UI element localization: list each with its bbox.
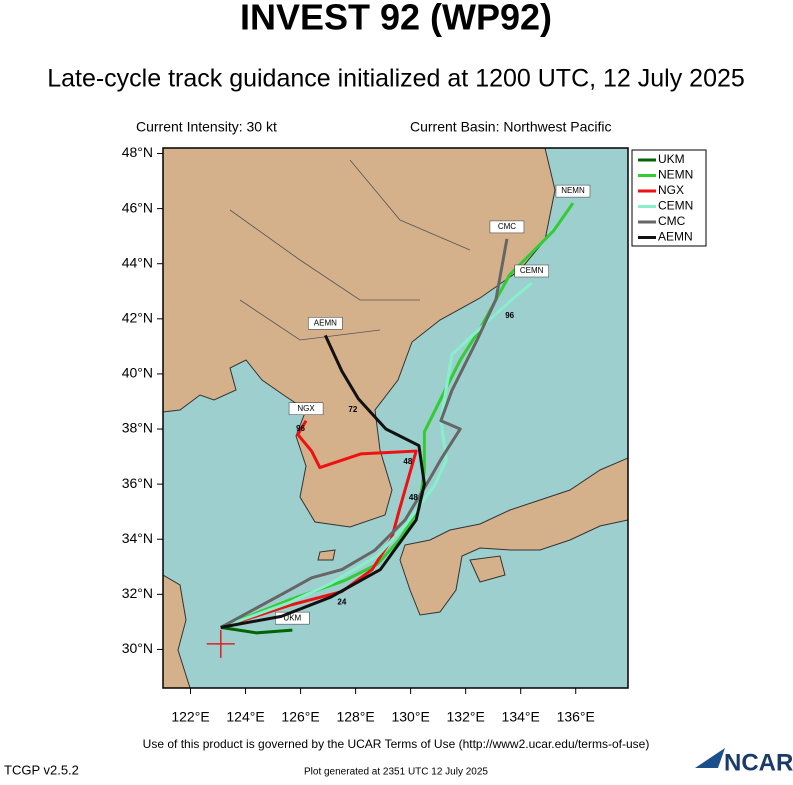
land bbox=[469, 555, 506, 583]
border bbox=[229, 159, 471, 341]
y-tick-label: 46°N bbox=[122, 199, 153, 215]
land bbox=[163, 574, 191, 688]
x-tick-label: 126°E bbox=[281, 709, 319, 725]
intensity: Current Intensity: 30 kt bbox=[136, 119, 277, 135]
current-position bbox=[206, 629, 235, 658]
terms: Use of this product is governed by the U… bbox=[143, 737, 650, 751]
hour-label: 96 bbox=[296, 424, 305, 433]
track-line bbox=[220, 238, 509, 629]
y-tick-label: 34°N bbox=[122, 530, 153, 546]
y-tick-label: 42°N bbox=[122, 310, 153, 326]
map-frame bbox=[162, 147, 629, 689]
legend-box bbox=[631, 149, 707, 247]
x-tick-label: 122°E bbox=[171, 709, 209, 725]
x-tick-label: 132°E bbox=[447, 709, 485, 725]
y-tick-label: 44°N bbox=[122, 254, 153, 270]
y-tick-label: 30°N bbox=[122, 640, 153, 656]
land bbox=[163, 148, 556, 528]
basemap bbox=[163, 148, 628, 688]
y-tick-label: 48°N bbox=[122, 144, 153, 160]
track-line bbox=[220, 419, 418, 629]
logo: NCAR bbox=[724, 749, 793, 776]
basin: Current Basin: Northwest Pacific bbox=[410, 119, 612, 135]
subtitle: Late-cycle track guidance initialized at… bbox=[47, 65, 745, 93]
y-tick-label: 38°N bbox=[122, 420, 153, 436]
title: INVEST 92 (WP92) bbox=[240, 0, 552, 38]
track-label-box bbox=[489, 220, 525, 234]
track-label-box bbox=[514, 264, 549, 278]
track-label: UKM bbox=[283, 613, 301, 622]
track-line bbox=[220, 202, 575, 629]
track-label: CEMN bbox=[520, 266, 544, 275]
x-tick-label: 128°E bbox=[336, 709, 374, 725]
hour-label: 96 bbox=[505, 311, 514, 320]
track-label-box bbox=[288, 402, 324, 416]
y-tick-label: 36°N bbox=[122, 475, 153, 491]
track-line bbox=[220, 281, 533, 629]
tracks: UKM NEMN NGX CEMN CMC AEMN 72 48 96 24 96 48 bbox=[206, 184, 591, 658]
track-label-box bbox=[308, 317, 343, 330]
legend-label: AEMN bbox=[658, 230, 693, 244]
x-tick-label: 130°E bbox=[391, 709, 429, 725]
track-label-box bbox=[555, 184, 591, 198]
land bbox=[399, 457, 628, 616]
hour-label: 72 bbox=[348, 405, 357, 414]
track-line bbox=[220, 334, 426, 629]
legend-label: NEMN bbox=[658, 168, 693, 182]
y-tick-label: 32°N bbox=[122, 585, 153, 601]
logo-mark bbox=[695, 748, 725, 768]
legend-label: CEMN bbox=[658, 199, 693, 213]
version: TCGP v2.5.2 bbox=[4, 762, 79, 777]
legend-label: CMC bbox=[658, 214, 686, 228]
generated: Plot generated at 2351 UTC 12 July 2025 bbox=[304, 767, 488, 778]
legend-label: UKM bbox=[658, 152, 685, 166]
track-label: CMC bbox=[498, 222, 516, 231]
legend-label: NGX bbox=[658, 183, 684, 197]
track-line bbox=[220, 625, 293, 635]
y-tick-label: 40°N bbox=[122, 365, 153, 381]
hour-label: 24 bbox=[337, 598, 346, 607]
x-tick-label: 136°E bbox=[557, 709, 595, 725]
x-tick-label: 124°E bbox=[226, 709, 264, 725]
hour-label: 48 bbox=[403, 457, 412, 466]
hour-label: 48 bbox=[409, 493, 418, 502]
track-label: AEMN bbox=[314, 318, 337, 327]
x-tick-label: 134°E bbox=[502, 709, 540, 725]
track-label: NGX bbox=[297, 404, 315, 413]
land bbox=[317, 549, 336, 561]
track-label: NEMN bbox=[561, 186, 585, 195]
